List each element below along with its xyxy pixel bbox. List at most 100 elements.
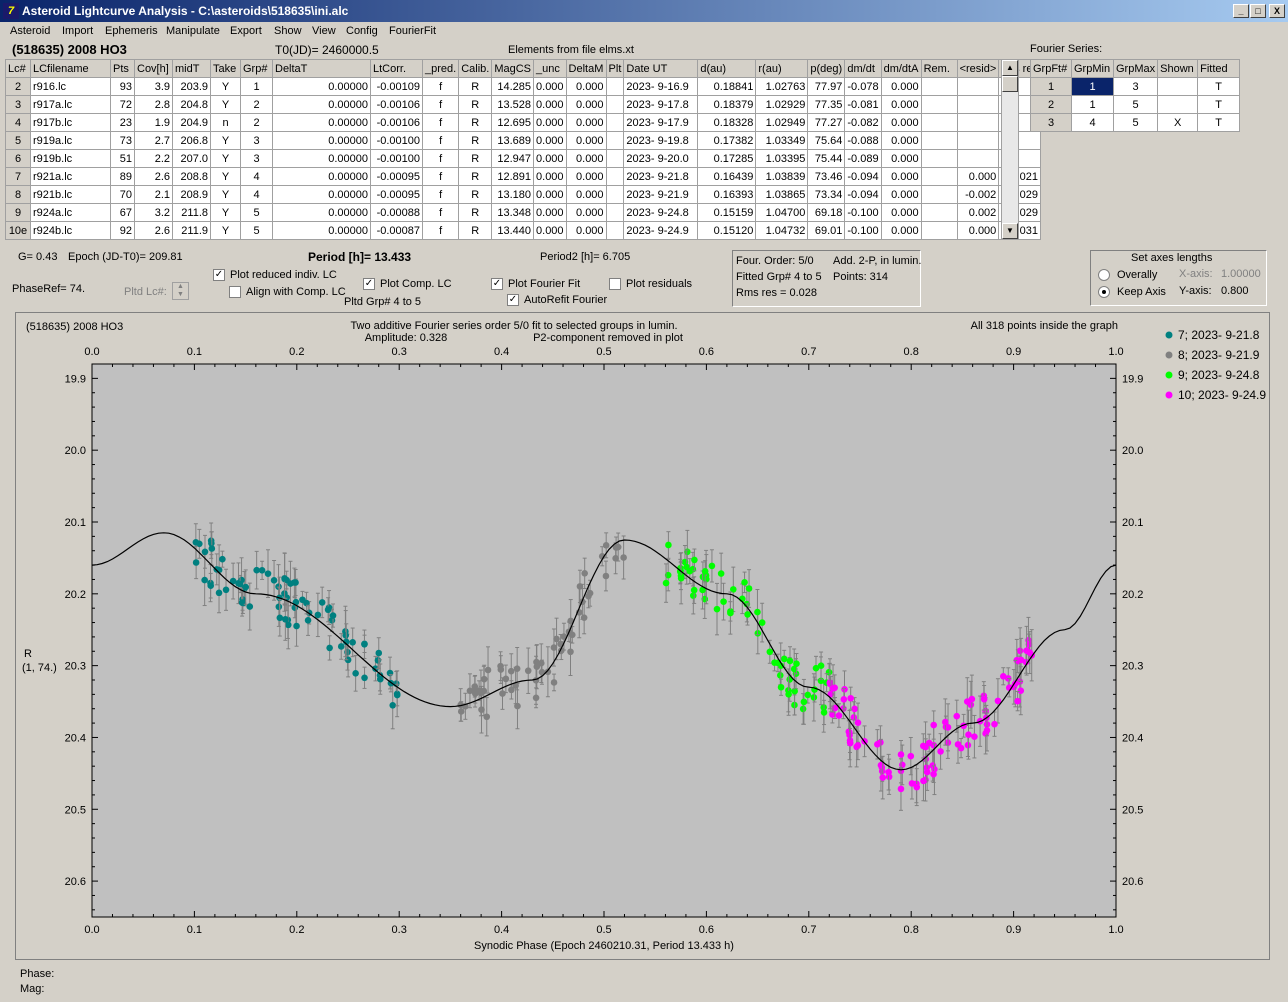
table-cell[interactable]: Y <box>210 77 241 96</box>
table-cell[interactable]: 204.8 <box>172 95 211 114</box>
table-cell[interactable] <box>920 77 958 96</box>
table-cell[interactable]: 1.04700 <box>755 203 809 222</box>
table-cell[interactable]: 89 <box>110 167 135 186</box>
table-cell[interactable]: R <box>458 149 493 168</box>
table-cell[interactable]: 1.03349 <box>755 131 809 150</box>
scroll-up-icon[interactable]: ▲ <box>1002 60 1018 76</box>
y-axis-value[interactable]: 0.800 <box>1221 285 1249 297</box>
table-row[interactable]: 7 r921a.lc 89 2.6 208.8 Y 4 0.00000 -0.00095 f R 12… <box>5 167 1041 186</box>
table-row[interactable]: 10e r924b.lc 92 2.6 211.9 Y 5 0.00000 -0.00087 f R… <box>5 221 1041 240</box>
table-cell[interactable]: 0.00000 <box>272 113 371 132</box>
menu-config[interactable]: Config <box>346 25 378 37</box>
table-cell[interactable]: Y <box>210 185 241 204</box>
table-cell[interactable]: r924b.lc <box>30 221 111 240</box>
table-row[interactable]: 3 r917a.lc 72 2.8 204.8 Y 2 0.00000 -0.00106 f R 13… <box>5 95 1041 114</box>
table-cell[interactable] <box>920 185 958 204</box>
table-cell[interactable]: 3 <box>5 95 31 114</box>
plot-residuals-checkbox[interactable] <box>609 278 621 290</box>
column-header[interactable]: d(au) <box>697 59 757 78</box>
fourier-cell[interactable]: X <box>1157 113 1199 132</box>
column-header[interactable]: Date UT <box>623 59 699 78</box>
fourier-cell[interactable] <box>1157 95 1199 114</box>
table-cell[interactable]: 0.000 <box>565 203 607 222</box>
column-header[interactable]: LtCorr. <box>370 59 423 78</box>
table-cell[interactable] <box>605 221 625 240</box>
column-header[interactable]: LCfilename <box>30 59 111 78</box>
table-cell[interactable]: 13.180 <box>491 185 535 204</box>
table-cell[interactable] <box>605 149 625 168</box>
table-cell[interactable]: 3.9 <box>134 77 173 96</box>
table-cell[interactable]: 70 <box>110 185 135 204</box>
table-cell[interactable] <box>956 131 1000 150</box>
table-cell[interactable]: 1.04732 <box>755 221 809 240</box>
table-cell[interactable] <box>605 113 625 132</box>
table-row[interactable]: 4 r917b.lc 23 1.9 204.9 n 2 0.00000 -0.00106 f R 12… <box>5 113 1041 132</box>
table-cell[interactable]: 2023- 9-19.8 <box>623 131 699 150</box>
table-cell[interactable]: 0.16393 <box>697 185 757 204</box>
table-cell[interactable]: 0.000 <box>565 113 607 132</box>
table-cell[interactable]: -0.088 <box>844 131 882 150</box>
fourier-cell[interactable]: 5 <box>1112 113 1159 132</box>
table-cell[interactable]: 4 <box>240 167 273 186</box>
table-cell[interactable]: 73.34 <box>807 185 846 204</box>
table-cell[interactable]: -0.00106 <box>370 113 423 132</box>
column-header[interactable]: Plt <box>605 59 625 78</box>
table-row[interactable]: 8 r921b.lc 70 2.1 208.9 Y 4 0.00000 -0.00095 f R 13… <box>5 185 1041 204</box>
column-header[interactable]: <resid> <box>956 59 1000 78</box>
table-cell[interactable]: 0.000 <box>565 131 607 150</box>
table-cell[interactable]: R <box>458 203 493 222</box>
table-cell[interactable]: 73 <box>110 131 135 150</box>
table-cell[interactable]: -0.094 <box>844 167 882 186</box>
table-cell[interactable]: 0.000 <box>880 203 922 222</box>
table-cell[interactable]: r921b.lc <box>30 185 111 204</box>
table-cell[interactable]: 0.00000 <box>272 185 371 204</box>
table-cell[interactable]: 0.000 <box>533 167 567 186</box>
table-cell[interactable]: r924a.lc <box>30 203 111 222</box>
table-cell[interactable]: 0.15120 <box>697 221 757 240</box>
table-cell[interactable]: 0.00000 <box>272 77 371 96</box>
table-cell[interactable]: 72 <box>110 95 135 114</box>
scroll-thumb[interactable] <box>1002 76 1018 92</box>
table-cell[interactable]: -0.00100 <box>370 149 423 168</box>
table-cell[interactable]: -0.082 <box>844 113 882 132</box>
table-cell[interactable]: 211.8 <box>172 203 211 222</box>
table-cell[interactable] <box>605 167 625 186</box>
table-cell[interactable] <box>956 149 1000 168</box>
table-cell[interactable]: 0.00000 <box>272 149 371 168</box>
table-cell[interactable]: 2 <box>5 77 31 96</box>
table-cell[interactable]: R <box>458 113 493 132</box>
table-cell[interactable]: 1.9 <box>134 113 173 132</box>
table-cell[interactable]: 93 <box>110 77 135 96</box>
table-cell[interactable]: 2023- 9-17.9 <box>623 113 699 132</box>
table-cell[interactable]: f <box>421 221 460 240</box>
table-cell[interactable]: 0.00000 <box>272 203 371 222</box>
minimize-button[interactable]: _ <box>1233 4 1249 18</box>
fourier-cell[interactable]: 1 <box>1030 77 1072 96</box>
table-cell[interactable]: f <box>421 77 460 96</box>
table-cell[interactable]: -0.094 <box>844 185 882 204</box>
table-cell[interactable]: 206.8 <box>172 131 211 150</box>
table-cell[interactable]: 208.9 <box>172 185 211 204</box>
table-cell[interactable]: 0.002 <box>956 203 1000 222</box>
table-cell[interactable] <box>920 95 958 114</box>
plot-reduced-checkbox[interactable]: ✓ <box>213 269 225 281</box>
table-cell[interactable]: 67 <box>110 203 135 222</box>
table-cell[interactable]: 2023- 9-24.9 <box>623 221 699 240</box>
table-cell[interactable]: 0.000 <box>880 221 922 240</box>
table-cell[interactable] <box>920 113 958 132</box>
table-cell[interactable]: 8 <box>5 185 31 204</box>
fourier-cell[interactable]: 4 <box>1071 113 1114 132</box>
table-cell[interactable]: 0.000 <box>533 131 567 150</box>
overally-radio[interactable] <box>1098 269 1110 281</box>
table-cell[interactable] <box>920 149 958 168</box>
table-scrollbar[interactable]: ▲ ▼ <box>1001 59 1019 240</box>
keep-axis-radio[interactable] <box>1098 286 1110 298</box>
table-cell[interactable]: 4 <box>5 113 31 132</box>
table-cell[interactable]: -0.100 <box>844 221 882 240</box>
table-cell[interactable]: 0.000 <box>880 113 922 132</box>
column-header[interactable]: Lc# <box>5 59 31 78</box>
table-cell[interactable]: 2023- 9-17.8 <box>623 95 699 114</box>
table-cell[interactable]: 211.9 <box>172 221 211 240</box>
table-cell[interactable]: 0.000 <box>533 203 567 222</box>
